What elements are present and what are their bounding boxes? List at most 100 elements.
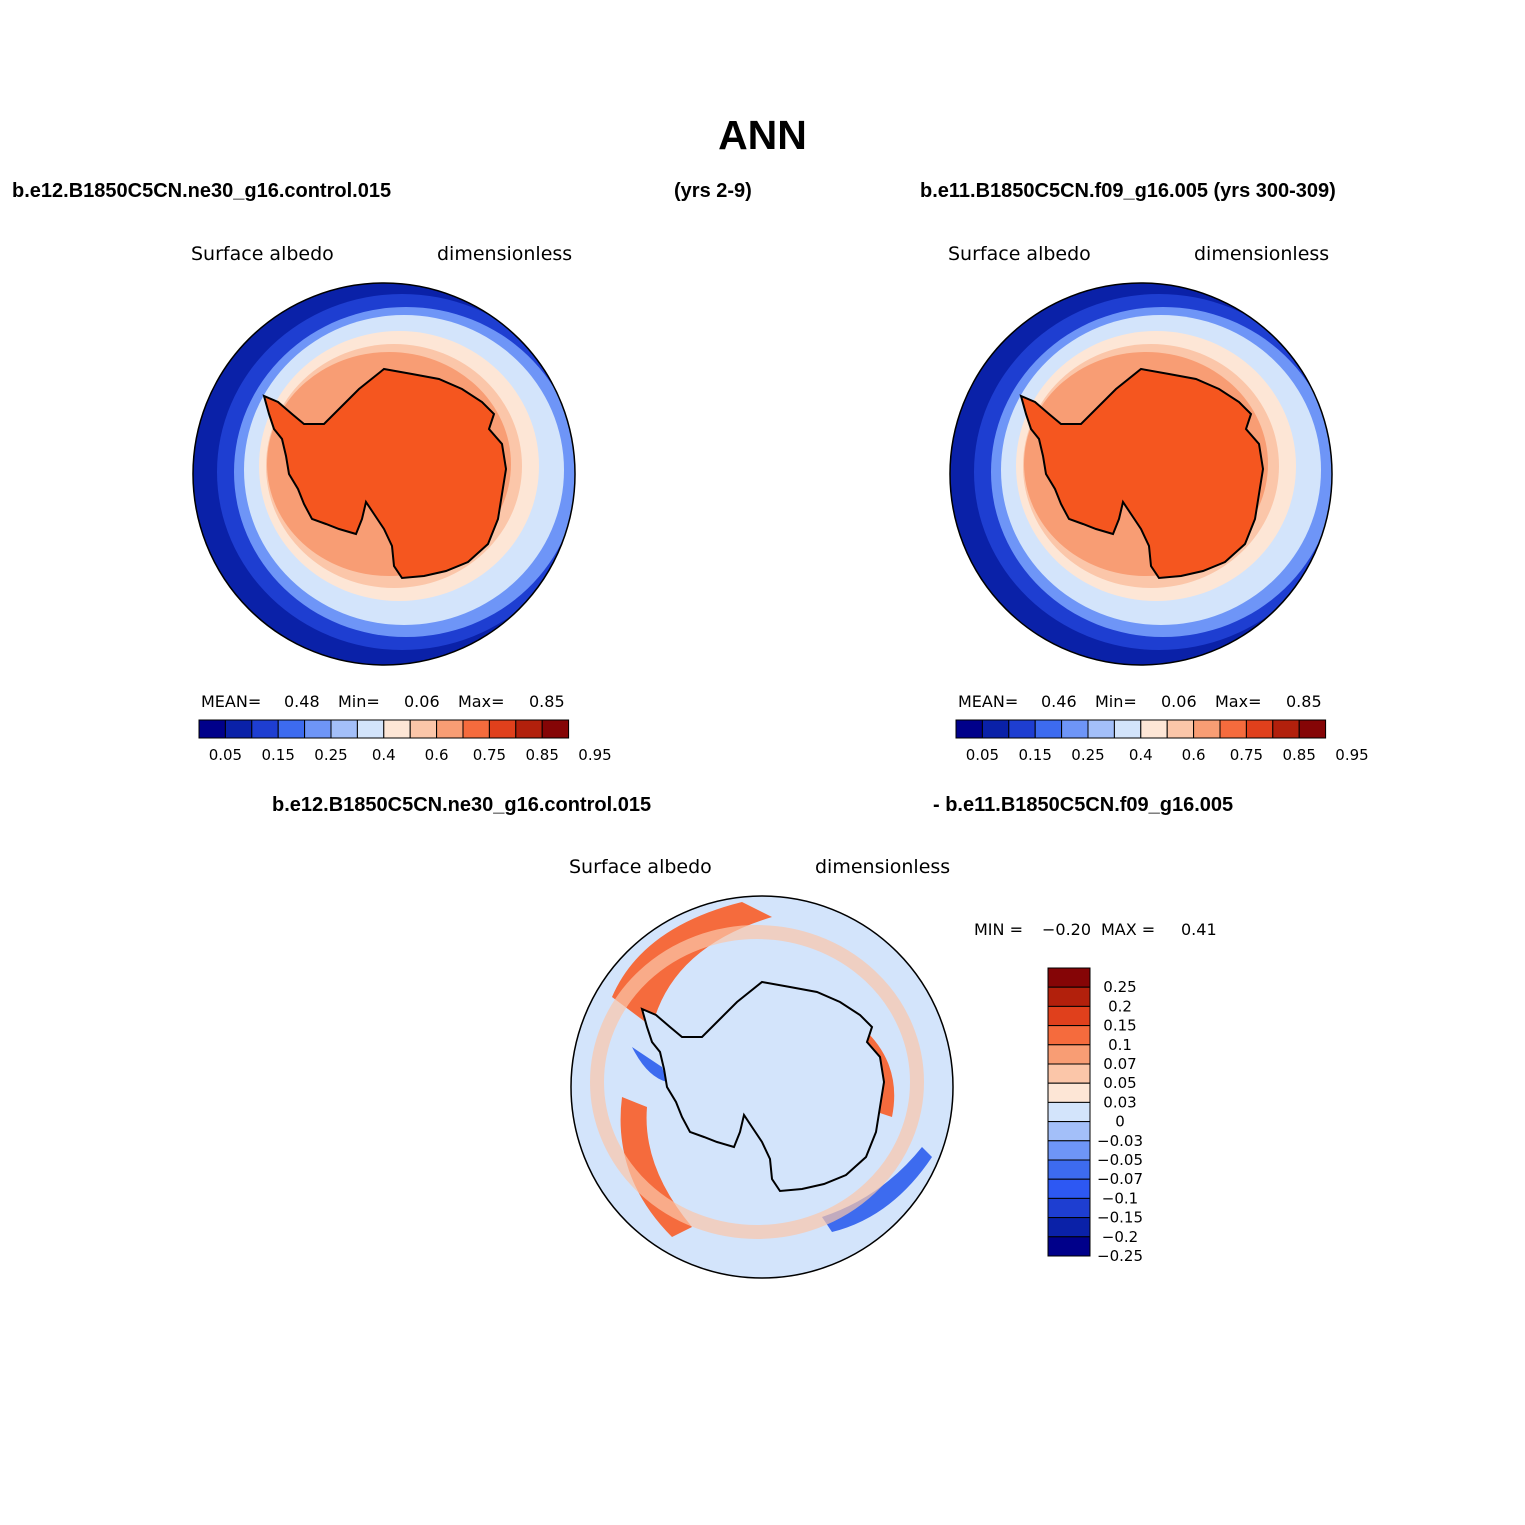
colorbar-box: [409, 719, 438, 739]
colorbar-box: [1219, 719, 1247, 739]
positive-anomaly-region: [620, 1097, 692, 1237]
panel1-map: [193, 283, 575, 665]
diff-right-run-title: - b.e11.B1850C5CN.f09_g16.005: [933, 794, 1234, 816]
panel1-colorbar: 0.05 0.15 0.25 0.4 0.6 0.75 0.85 0.95: [198, 719, 612, 764]
colorbar-box: [1193, 719, 1221, 739]
year-range-title: (yrs 2-9): [674, 180, 752, 202]
colorbar-tick-label: −0.05: [1097, 1151, 1143, 1169]
colorbar-tick-label: 0.1: [1108, 1036, 1132, 1054]
negative-anomaly-region: [632, 1047, 667, 1082]
panel2-map-border: [949, 282, 1333, 666]
colorbar-box: [330, 719, 358, 739]
colorbar-box: [1047, 1178, 1091, 1199]
colorbar-tick-label: −0.2: [1102, 1228, 1138, 1246]
colorbar-box: [277, 719, 306, 739]
colorbar-box: [1047, 1159, 1091, 1180]
panel2-variable-label: Surface albedo: [948, 243, 1091, 265]
colorbar-box: [1047, 1121, 1091, 1142]
diff-units-label: dimensionless: [815, 856, 951, 878]
colorbar-tick-label: 0.05: [209, 746, 242, 764]
colorbar-tick-label: 0.05: [1103, 1074, 1136, 1092]
colorbar-box: [1245, 719, 1274, 739]
diff-left-run-title: b.e12.B1850C5CN.ne30_g16.control.015: [272, 794, 652, 816]
colorbar-box: [1047, 1101, 1091, 1123]
diff-colorbar: 0.250.20.150.10.070.050.030−0.03−0.05−0.…: [1047, 967, 1143, 1265]
colorbar-box: [1047, 1217, 1091, 1238]
colorbar-box: [224, 719, 253, 739]
left-run-title: b.e12.B1850C5CN.ne30_g16.control.015: [12, 180, 392, 202]
colorbar-tick-label: 0.25: [1071, 746, 1104, 764]
colorbar-box: [515, 719, 543, 739]
colorbar-box: [1047, 967, 1091, 988]
colorbar-box: [1140, 719, 1168, 739]
colorbar-box: [1047, 1140, 1091, 1161]
colorbar-tick-label: 0.07: [1103, 1055, 1136, 1073]
colorbar-box: [541, 719, 570, 739]
panel2-colorbar: 0.05 0.15 0.25 0.4 0.6 0.75 0.85 0.95: [955, 719, 1369, 764]
panel1-max-value: 0.85: [529, 692, 565, 711]
colorbar-box: [1047, 986, 1091, 1007]
colorbar-tick-label: −0.15: [1097, 1209, 1143, 1227]
colorbar-tick-label: 0.4: [1129, 746, 1153, 764]
colorbar-tick-label: 0.25: [1103, 978, 1136, 996]
diff-min-label: MIN =: [974, 920, 1023, 939]
colorbar-box: [304, 719, 332, 739]
colorbar-box: [1047, 1197, 1091, 1219]
colorbar-tick-label: 0.2: [1108, 997, 1132, 1015]
colorbar-box: [462, 719, 490, 739]
colorbar-box: [488, 719, 517, 739]
colorbar-box: [1113, 719, 1142, 739]
panel2-max-value: 0.85: [1286, 692, 1322, 711]
colorbar-box: [1061, 719, 1089, 739]
colorbar-tick-label: −0.1: [1102, 1189, 1138, 1207]
colorbar-box: [1047, 1236, 1091, 1257]
colorbar-tick-label: 0.95: [578, 746, 611, 764]
colorbar-tick-label: 0.25: [314, 746, 347, 764]
panel2-min-value: 0.06: [1161, 692, 1197, 711]
panel1-min-value: 0.06: [404, 692, 440, 711]
colorbar-tick-label: 0.95: [1335, 746, 1368, 764]
panel2-units-label: dimensionless: [1194, 243, 1330, 265]
colorbar-tick-label: 0.03: [1103, 1093, 1136, 1111]
colorbar-box: [251, 719, 279, 739]
panel2-mean-label: MEAN=: [958, 692, 1019, 711]
panel2-mean-value: 0.46: [1041, 692, 1077, 711]
colorbar-box: [981, 719, 1010, 739]
diff-min-value: −0.20: [1042, 920, 1092, 939]
panel2-max-label: Max=: [1215, 692, 1262, 711]
panel1-units-label: dimensionless: [437, 243, 573, 265]
colorbar-box: [1272, 719, 1300, 739]
colorbar-tick-label: 0.85: [1282, 746, 1315, 764]
diff-max-label: MAX =: [1101, 920, 1156, 939]
panel1-mean-label: MEAN=: [201, 692, 262, 711]
colorbar-box: [955, 719, 983, 739]
colorbar-tick-label: 0.75: [473, 746, 506, 764]
colorbar-tick-label: 0.6: [1182, 746, 1206, 764]
anomaly-contour: [590, 925, 924, 1239]
colorbar-box: [1166, 719, 1195, 739]
positive-anomaly-region: [612, 902, 772, 1027]
panel2-min-label: Min=: [1095, 692, 1137, 711]
panel1-map-border: [192, 282, 576, 666]
colorbar-tick-label: 0.15: [261, 746, 294, 764]
colorbar-tick-label: −0.25: [1097, 1247, 1143, 1265]
colorbar-tick-label: 0.6: [425, 746, 449, 764]
colorbar-box: [1047, 1025, 1091, 1046]
panel1-min-label: Min=: [338, 692, 380, 711]
colorbar-box: [198, 719, 226, 739]
colorbar-box: [356, 719, 385, 739]
colorbar-box: [1047, 1005, 1091, 1027]
diff-variable-label: Surface albedo: [569, 856, 712, 878]
colorbar-box: [1008, 719, 1036, 739]
page-title: ANN: [718, 112, 807, 158]
colorbar-tick-label: 0.4: [372, 746, 396, 764]
colorbar-tick-label: 0.15: [1103, 1017, 1136, 1035]
colorbar-box: [1047, 1063, 1091, 1084]
colorbar-box: [436, 719, 464, 739]
colorbar-box: [1047, 1044, 1091, 1065]
colorbar-tick-label: 0: [1115, 1113, 1125, 1131]
panel1-mean-value: 0.48: [284, 692, 320, 711]
panel1-max-label: Max=: [458, 692, 505, 711]
colorbar-tick-label: 0.75: [1230, 746, 1263, 764]
